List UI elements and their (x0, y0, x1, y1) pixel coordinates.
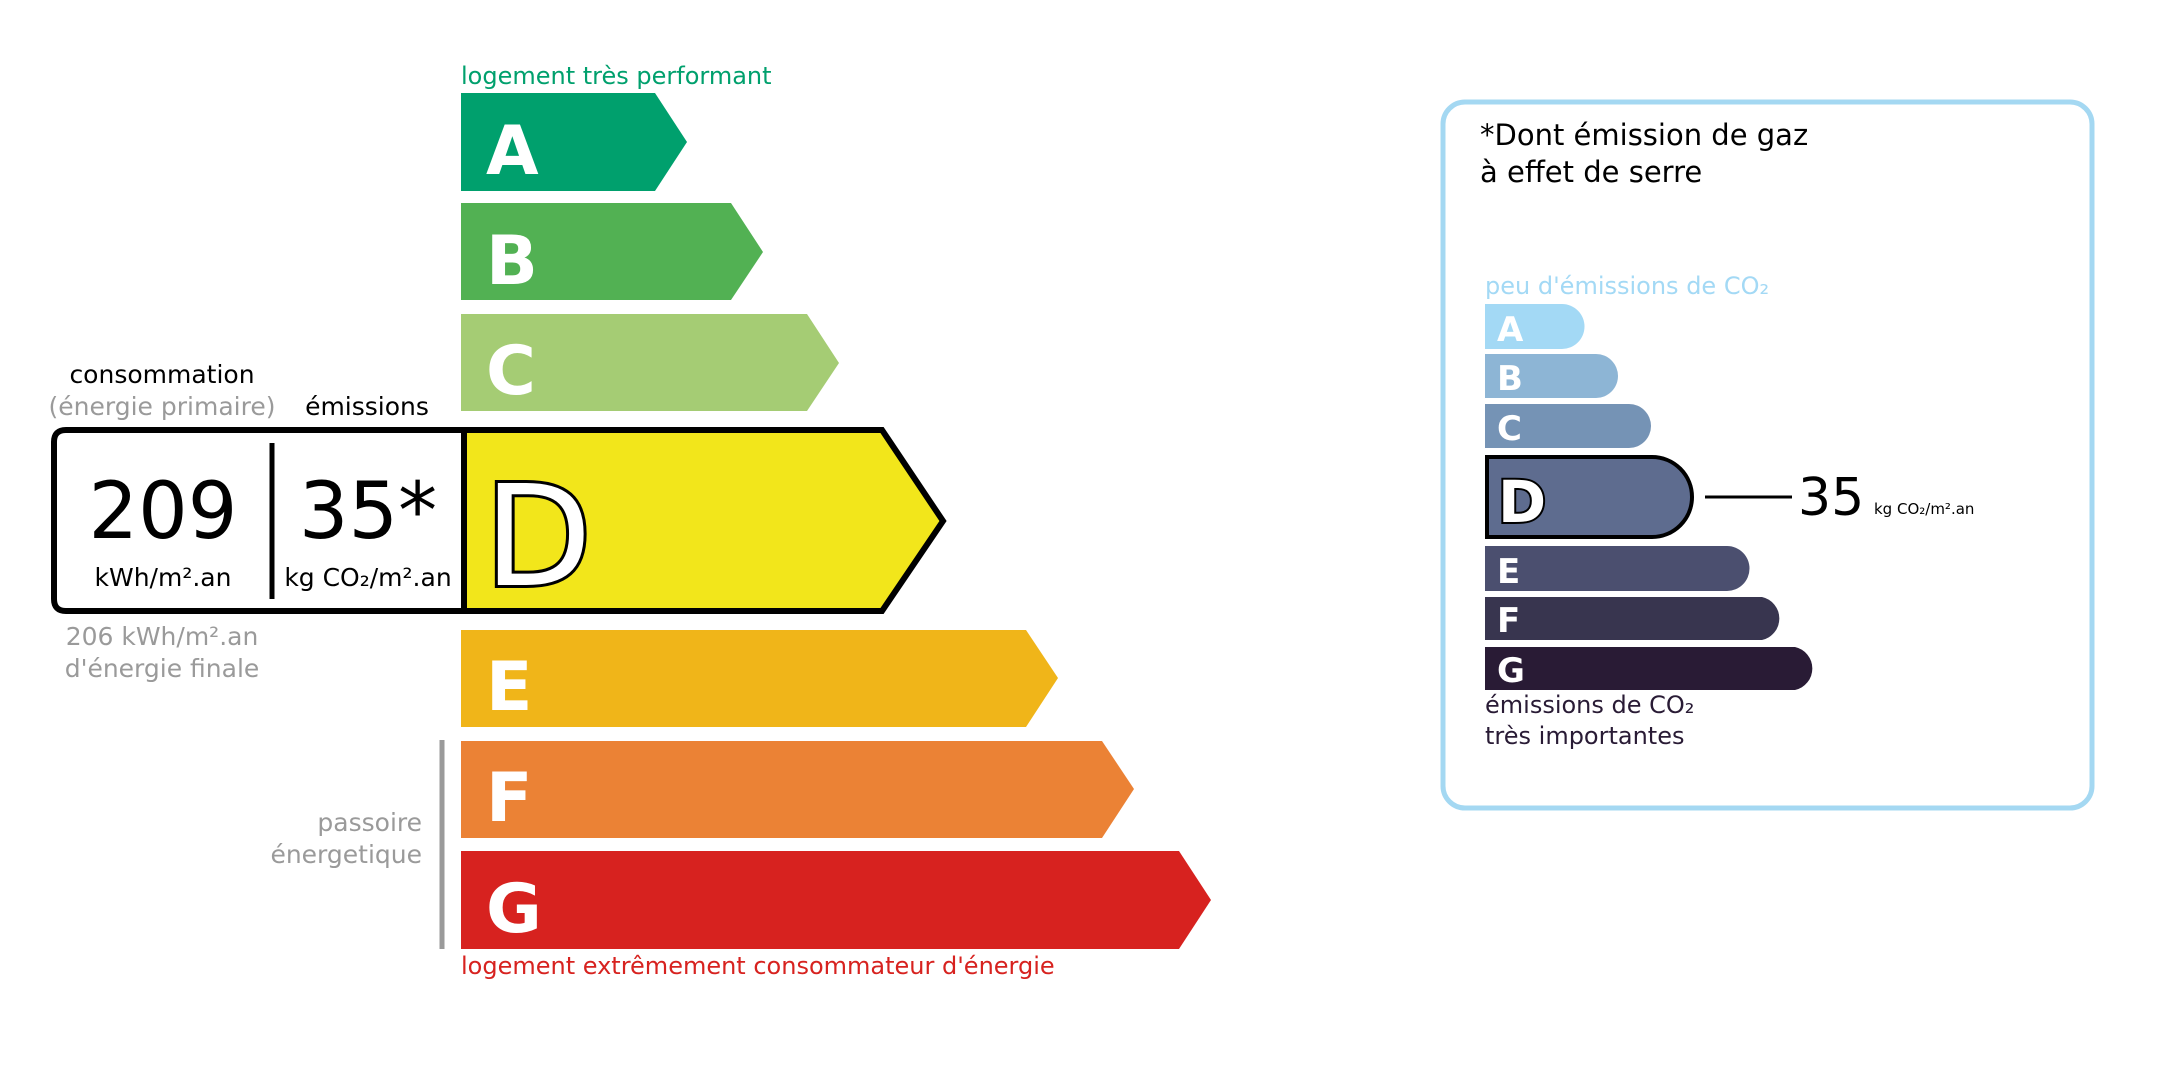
class-letter-e: E (486, 648, 532, 727)
ges-letter-d: D (1498, 468, 1546, 536)
emissions-unit: kg CO₂/m².an (284, 563, 451, 592)
class-bar-e (461, 630, 1058, 727)
consumption-heading: consommation (69, 360, 254, 389)
class-letter-c: C (486, 332, 536, 411)
class-letter-a: A (486, 112, 539, 191)
ges-title-line1: *Dont émission de gaz (1480, 118, 1808, 152)
class-bar-b (461, 203, 763, 300)
passoire-label-line2: énergetique (270, 840, 422, 869)
ges-letter-c: C (1497, 409, 1522, 449)
ges-title-line2: à effet de serre (1480, 155, 1702, 189)
ges-value: 35 (1798, 468, 1864, 528)
class-bar-a (461, 93, 687, 191)
final-energy-value: 206 kWh/m².an (66, 622, 259, 651)
ges-bar-e (1485, 546, 1750, 591)
current-class-box: D (51, 427, 947, 622)
ges-bar-g (1485, 647, 1813, 690)
ges-top-caption: peu d'émissions de CO₂ (1485, 272, 1769, 300)
consumption-value: 209 (89, 467, 238, 557)
class-letter-d: D (484, 456, 592, 619)
emissions-value: 35* (299, 467, 437, 557)
ges-bar-d (1485, 455, 1694, 539)
ges-letter-f: F (1497, 601, 1520, 641)
class-bar-d (461, 427, 947, 614)
passoire-label-line1: passoire (317, 808, 422, 837)
consumption-unit: kWh/m².an (95, 563, 232, 592)
ges-letter-e: E (1497, 552, 1520, 592)
ges-letter-b: B (1497, 359, 1523, 399)
class-bar-g (461, 851, 1211, 949)
ges-unit: kg CO₂/m².an (1874, 500, 1974, 518)
class-bar-f (461, 741, 1134, 838)
ges-letter-g: G (1497, 651, 1525, 691)
ges-bar-f (1485, 597, 1780, 640)
bottom-caption: logement extrêmement consommateur d'éner… (461, 952, 1055, 980)
ges-bar-b (1485, 354, 1618, 398)
final-energy-label: d'énergie finale (65, 654, 260, 683)
emissions-heading: émissions (305, 392, 429, 421)
ges-bottom-caption-line1: émissions de CO₂ (1485, 691, 1694, 719)
ges-bar-a (1485, 304, 1585, 349)
ges-bar-c (1485, 404, 1651, 448)
top-caption: logement très performant (461, 62, 772, 90)
class-letter-b: B (486, 222, 538, 301)
class-letter-g: G (486, 870, 542, 949)
ges-bottom-caption-line2: très importantes (1485, 722, 1685, 750)
ges-letter-a: A (1497, 310, 1524, 350)
consumption-subheading: (énergie primaire) (49, 392, 276, 421)
class-bar-c (461, 314, 839, 411)
class-letter-f: F (486, 759, 532, 838)
